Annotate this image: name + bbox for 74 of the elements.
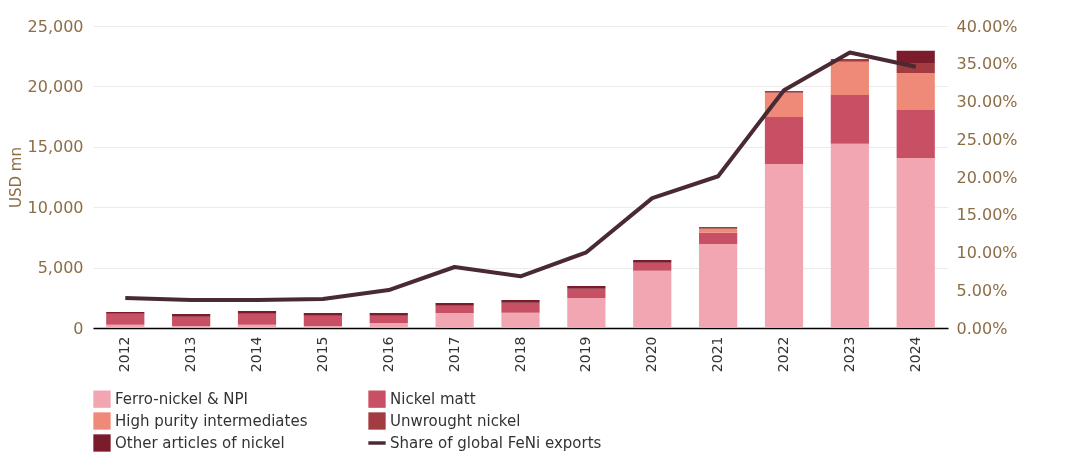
y-tick-label: 5,000 — [37, 258, 84, 278]
x-tick-label: 2020 — [643, 336, 660, 373]
y-tick-label: 20,000 — [27, 76, 84, 96]
legend-label: Nickel matt — [390, 390, 476, 409]
y-axis-title: USD mn — [6, 147, 25, 208]
bar — [896, 109, 935, 159]
bar — [567, 288, 606, 299]
bar — [237, 324, 277, 328]
bar — [435, 305, 474, 314]
bar — [633, 270, 672, 328]
line-series — [123, 50, 918, 302]
y2-tick-label: 0.00% — [956, 318, 1008, 338]
bar — [172, 325, 211, 328]
bar — [106, 324, 145, 328]
bar — [435, 313, 474, 328]
bar — [633, 259, 672, 263]
legend-label: High purity intermediates — [115, 412, 308, 430]
bar — [435, 302, 474, 306]
bar — [369, 315, 408, 324]
bar — [303, 315, 342, 326]
bar — [830, 94, 869, 144]
legend-label: Other articles of nickel — [115, 434, 285, 452]
bar — [303, 313, 342, 316]
bar — [699, 228, 738, 233]
y-tick-label: 25,000 — [27, 16, 84, 36]
x-tick-label: 2021 — [709, 336, 726, 373]
x-tick-label: 2013 — [182, 336, 199, 373]
bar — [896, 158, 935, 328]
y2-tick-label: 20.00% — [956, 167, 1018, 187]
x-tick-label: 2024 — [906, 336, 923, 373]
x-tick-label: 2014 — [248, 336, 265, 373]
x-tick-label: 2012 — [116, 336, 133, 373]
bar — [501, 299, 540, 303]
bar — [369, 323, 408, 328]
bar — [567, 298, 606, 328]
bar — [830, 143, 869, 328]
bar — [237, 310, 277, 314]
x-tick-label: 2023 — [840, 336, 857, 373]
x-tick-label: 2016 — [379, 336, 396, 373]
x-tick-label: 2017 — [445, 336, 462, 373]
bar — [896, 50, 935, 63]
bar — [172, 316, 211, 326]
bar — [172, 313, 211, 317]
bar — [567, 285, 606, 289]
y2-tick-label: 10.00% — [956, 243, 1018, 262]
bar — [106, 313, 145, 325]
bar — [369, 313, 408, 316]
y2-tick-label: 40.00% — [956, 16, 1018, 36]
bar — [830, 61, 869, 95]
bar — [237, 313, 277, 325]
bar — [764, 163, 804, 328]
x-tick-label: 2022 — [774, 336, 791, 373]
x-tick-label: 2019 — [577, 336, 594, 373]
x-tick-label: 2018 — [511, 336, 528, 373]
bar — [764, 116, 804, 164]
y-tick-label: 10,000 — [27, 197, 84, 217]
bar — [633, 262, 672, 271]
bar — [501, 312, 540, 328]
x-tick-label: 2015 — [313, 336, 330, 373]
y-tick-label: 15,000 — [27, 137, 84, 157]
bar — [699, 244, 738, 328]
y2-tick-label: 30.00% — [956, 92, 1018, 111]
bar — [896, 72, 935, 110]
y2-tick-label: 25.00% — [956, 129, 1018, 149]
y2-tick-label: 15.00% — [956, 205, 1018, 225]
y2-tick-label: 35.00% — [956, 54, 1018, 74]
bar — [501, 302, 540, 313]
y2-tick-label: 5.00% — [956, 280, 1008, 300]
legend-label: Share of global FeNi exports — [390, 434, 602, 452]
legend-label: Unwrought nickel — [390, 412, 521, 430]
bar — [303, 325, 342, 328]
y-tick-label: 0 — [73, 318, 84, 338]
legend-label: Ferro-nickel & NPI — [115, 390, 249, 409]
bar — [699, 232, 738, 245]
